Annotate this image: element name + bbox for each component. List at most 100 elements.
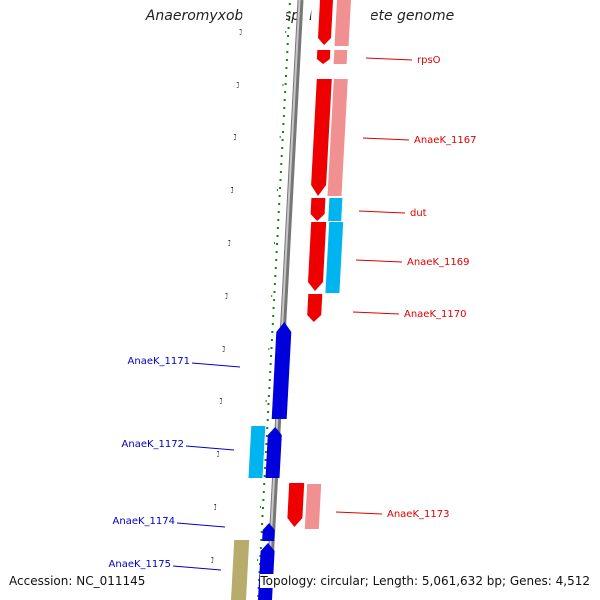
guide-dot bbox=[269, 371, 272, 373]
gene-label: rpsO bbox=[417, 55, 441, 66]
gene-pink bbox=[327, 79, 348, 196]
gene-red bbox=[316, 50, 331, 64]
gene-olive bbox=[231, 540, 250, 600]
guide-dot bbox=[260, 531, 263, 533]
guide-dot bbox=[279, 179, 282, 181]
gene-pink bbox=[333, 50, 348, 64]
guide-dot bbox=[275, 259, 278, 261]
guide-dot bbox=[287, 27, 290, 29]
guide-dot bbox=[279, 187, 281, 189]
guide-dot bbox=[278, 195, 281, 197]
guide-dot bbox=[276, 243, 278, 245]
guide-dot bbox=[261, 515, 264, 517]
guide-dot bbox=[282, 115, 285, 117]
guide-dot bbox=[287, 35, 290, 37]
gene-red bbox=[310, 198, 326, 221]
gene-label: AnaeK_1170 bbox=[404, 309, 466, 320]
guide-dot bbox=[270, 347, 273, 349]
label-leader bbox=[191, 362, 241, 368]
guide-dot bbox=[265, 435, 268, 437]
guide-dot bbox=[267, 395, 270, 397]
gene-pink bbox=[304, 484, 322, 529]
guide-dot bbox=[264, 451, 267, 453]
label-leader bbox=[335, 511, 383, 515]
gene-red bbox=[311, 79, 332, 196]
gene-cyan bbox=[248, 426, 266, 478]
guide-dot bbox=[282, 131, 284, 133]
accession-text: Accession: NC_011145 bbox=[9, 574, 146, 588]
guide-dot bbox=[280, 155, 283, 157]
guide-dot bbox=[274, 275, 277, 277]
guide-dot bbox=[281, 139, 284, 141]
guide-dot bbox=[288, 11, 291, 13]
gene-label: AnaeK_1172 bbox=[122, 439, 184, 450]
guide-dot bbox=[283, 107, 286, 109]
guide-dot bbox=[270, 339, 273, 341]
guide-dot bbox=[273, 283, 276, 285]
guide-dot bbox=[277, 219, 280, 221]
guide-dot bbox=[270, 355, 273, 357]
gene-blue bbox=[265, 427, 282, 478]
guide-dot bbox=[285, 59, 288, 61]
guide-dot bbox=[265, 443, 268, 445]
guide-dot bbox=[283, 99, 286, 101]
guide-dot bbox=[275, 251, 278, 253]
genes bbox=[231, 0, 351, 600]
guide-dot bbox=[273, 299, 276, 301]
label-leader bbox=[185, 445, 235, 451]
gene-red bbox=[307, 294, 323, 322]
guide-dot bbox=[276, 227, 279, 229]
gene-red bbox=[318, 0, 333, 45]
left-dotted-guide bbox=[257, 3, 291, 597]
gene-red bbox=[287, 483, 305, 527]
guide-dot bbox=[285, 75, 287, 77]
guide-dot bbox=[264, 467, 267, 469]
guide-dot bbox=[263, 475, 266, 477]
guide-dot bbox=[261, 523, 264, 525]
guide-dot bbox=[276, 235, 279, 237]
guide-dot bbox=[267, 411, 270, 413]
guide-dot bbox=[271, 323, 274, 325]
guide-dot bbox=[273, 291, 276, 293]
guide-dot bbox=[269, 363, 272, 365]
guide-dot bbox=[282, 123, 285, 125]
guide-dot bbox=[279, 171, 282, 173]
guide-dot bbox=[288, 19, 290, 21]
guide-dot bbox=[262, 499, 265, 501]
genome-axis bbox=[265, 0, 304, 600]
right-track-band bbox=[280, 0, 372, 600]
guide-dot bbox=[277, 211, 280, 213]
guide-dot bbox=[285, 67, 288, 69]
guide-dot bbox=[284, 91, 287, 93]
guide-dot bbox=[286, 43, 289, 45]
guide-dot bbox=[268, 379, 271, 381]
gene-cyan bbox=[325, 222, 344, 293]
label-leader bbox=[355, 259, 403, 263]
guide-dot bbox=[272, 307, 275, 309]
gene-label: AnaeK_1169 bbox=[407, 257, 469, 268]
guide-dot bbox=[278, 203, 281, 205]
guide-dot bbox=[266, 419, 269, 421]
label-leader bbox=[176, 522, 226, 528]
guide-dot bbox=[274, 267, 277, 269]
guide-dot bbox=[264, 459, 267, 461]
guide-dot bbox=[280, 163, 283, 165]
genome-axis-highlight bbox=[266, 0, 301, 600]
guide-dot bbox=[271, 331, 274, 333]
guide-dot bbox=[284, 83, 287, 85]
gene-label: AnaeK_1173 bbox=[387, 509, 449, 520]
gene-blue bbox=[271, 322, 292, 419]
guide-dot bbox=[272, 315, 275, 317]
gene-label: AnaeK_1171 bbox=[128, 356, 190, 367]
gene-cyan bbox=[328, 198, 343, 221]
label-leader bbox=[365, 57, 413, 61]
gene-pink bbox=[334, 0, 351, 46]
label-leader bbox=[358, 210, 406, 214]
guide-dot bbox=[262, 507, 264, 509]
label-leader bbox=[362, 137, 410, 141]
guide-dot bbox=[263, 483, 266, 485]
topology-text: Topology: circular; Length: 5,061,632 bp… bbox=[260, 574, 590, 588]
guide-dot bbox=[286, 51, 289, 53]
